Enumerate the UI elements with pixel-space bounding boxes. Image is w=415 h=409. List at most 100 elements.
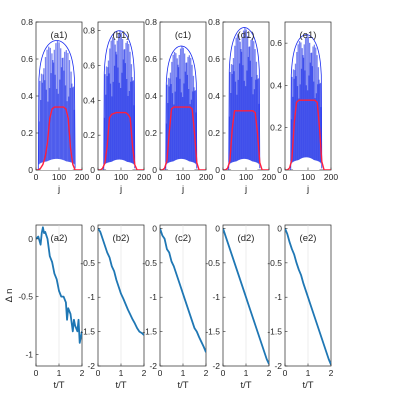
x-tick-label: 0 bbox=[221, 368, 226, 378]
x-tick-label: 0 bbox=[283, 172, 288, 182]
x-tick-label: 2 bbox=[267, 368, 272, 378]
x-tick-label: 2 bbox=[142, 368, 147, 378]
y-tick-label: 0 bbox=[90, 223, 95, 233]
y-tick-label: -1 bbox=[87, 292, 95, 302]
panel-e1: 0 100 200 0 0.2 0.4 0.6 j (e1) bbox=[270, 21, 338, 195]
plot-area bbox=[223, 27, 269, 170]
x-tick-label: 1 bbox=[57, 368, 62, 378]
density-envelope bbox=[228, 27, 261, 170]
y-tick-label: 0.4 bbox=[145, 91, 157, 101]
y-tick-label: -1 bbox=[149, 292, 157, 302]
x-tick-label: 1 bbox=[244, 368, 249, 378]
panel-e2: 0 1 2 0 -0.5 -1 -1.5 -2 t/T (e2) bbox=[267, 223, 333, 391]
y-tick-label: 0.6 bbox=[21, 54, 33, 64]
x-tick-label: 2 bbox=[80, 368, 85, 378]
y-tick-label: 0.4 bbox=[83, 95, 95, 105]
y-tick-label: 0.8 bbox=[145, 17, 157, 27]
panel-label: (a2) bbox=[51, 233, 68, 244]
y-tick-label: 0 bbox=[277, 165, 282, 175]
density-gap bbox=[231, 158, 258, 170]
x-tick-label: 0 bbox=[34, 368, 39, 378]
x-tick-label: 0 bbox=[221, 172, 226, 182]
panel-a2: 0 1 2 0 -0.5 -1 t/T Δ n (a2) bbox=[4, 224, 85, 391]
y-tick-label: -2 bbox=[212, 361, 220, 371]
y-tick-label: 0.4 bbox=[270, 80, 282, 90]
density-gap bbox=[40, 158, 73, 170]
y-tick-label: -1.5 bbox=[205, 327, 220, 337]
y-tick-label: -1.5 bbox=[80, 327, 95, 337]
y-tick-label: 0 bbox=[152, 223, 157, 233]
x-tick-label: 0 bbox=[34, 172, 39, 182]
panel-label: (e2) bbox=[300, 233, 317, 244]
x-axis-label: t/T bbox=[115, 380, 126, 391]
x-axis-label: t/T bbox=[53, 380, 64, 391]
plot-area bbox=[98, 30, 144, 170]
panel-label: (d2) bbox=[238, 233, 255, 244]
panel-label: (b1) bbox=[113, 30, 130, 41]
y-tick-label: -2 bbox=[87, 361, 95, 371]
series-line bbox=[36, 226, 82, 344]
x-axis-label: j bbox=[306, 184, 309, 195]
y-tick-label: -1 bbox=[274, 292, 282, 302]
x-tick-label: 0 bbox=[158, 368, 163, 378]
panel-label: (c2) bbox=[175, 233, 191, 244]
series-line bbox=[36, 106, 82, 170]
panel-c2: 0 1 2 0 -0.5 -1 -1.5 -2 t/T (c2) bbox=[142, 223, 208, 391]
panel-label: (c1) bbox=[175, 30, 191, 41]
y-tick-label: 0.6 bbox=[208, 54, 220, 64]
panel-d2: 0 1 2 0 -0.5 -1 -1.5 -2 t/T (d2) bbox=[205, 223, 271, 391]
plot-area bbox=[160, 45, 206, 170]
x-axis-label: t/T bbox=[240, 380, 251, 391]
panel-c1: 0 100 200 0 0.2 0.4 0.6 0.8 j (c1) bbox=[145, 17, 213, 195]
x-tick-label: 100 bbox=[239, 172, 253, 182]
density-gap bbox=[168, 158, 195, 170]
x-tick-label: 100 bbox=[114, 172, 128, 182]
density-envelope bbox=[290, 34, 323, 170]
x-axis-label: j bbox=[181, 184, 184, 195]
y-tick-label: 0.2 bbox=[21, 128, 33, 138]
x-axis-label: j bbox=[244, 184, 247, 195]
y-tick-label: -0.5 bbox=[205, 258, 220, 268]
plot-area bbox=[36, 226, 82, 344]
x-tick-label: 100 bbox=[52, 172, 66, 182]
panel-d1: 0 100 200 0 0.2 0.4 0.6 0.8 j (d1) bbox=[208, 17, 276, 195]
density-envelope bbox=[103, 30, 136, 170]
x-tick-label: 0 bbox=[158, 172, 163, 182]
x-tick-label: 200 bbox=[137, 172, 151, 182]
x-tick-label: 200 bbox=[199, 172, 213, 182]
density-gap bbox=[106, 159, 133, 170]
y-tick-label: -1 bbox=[25, 349, 33, 359]
y-tick-label: 0.2 bbox=[270, 123, 282, 133]
density-envelope bbox=[37, 40, 76, 170]
y-axis-label: Δ n bbox=[4, 289, 15, 303]
x-tick-label: 0 bbox=[283, 368, 288, 378]
plot-area bbox=[36, 40, 82, 170]
y-tick-label: -2 bbox=[274, 361, 282, 371]
x-tick-label: 200 bbox=[262, 172, 276, 182]
y-tick-label: 0.4 bbox=[208, 91, 220, 101]
x-axis-label: j bbox=[57, 184, 60, 195]
y-tick-label: 0.6 bbox=[270, 38, 282, 48]
y-tick-label: 0.8 bbox=[21, 17, 33, 27]
y-tick-label: 0 bbox=[28, 234, 33, 244]
y-tick-label: -1.5 bbox=[267, 327, 282, 337]
panel-b2: 0 1 2 0 -0.5 -1 -1.5 -2 t/T (b2) bbox=[80, 223, 146, 391]
x-tick-label: 1 bbox=[181, 368, 186, 378]
x-tick-label: 1 bbox=[119, 368, 124, 378]
panel-label: (a1) bbox=[51, 30, 68, 41]
x-tick-label: 2 bbox=[329, 368, 334, 378]
y-tick-label: 0.6 bbox=[145, 54, 157, 64]
plot-area bbox=[285, 34, 331, 170]
x-axis-label: t/T bbox=[302, 380, 313, 391]
panel-label: (e1) bbox=[300, 30, 317, 41]
x-axis-label: j bbox=[119, 184, 122, 195]
y-tick-label: 0.2 bbox=[83, 130, 95, 140]
plot-area bbox=[98, 227, 144, 336]
y-tick-label: -0.5 bbox=[142, 258, 157, 268]
y-tick-label: -2 bbox=[149, 361, 157, 371]
y-tick-label: -1.5 bbox=[142, 327, 157, 337]
y-tick-label: 0.2 bbox=[145, 128, 157, 138]
y-tick-label: 0.8 bbox=[83, 26, 95, 36]
y-tick-label: 0 bbox=[215, 223, 220, 233]
